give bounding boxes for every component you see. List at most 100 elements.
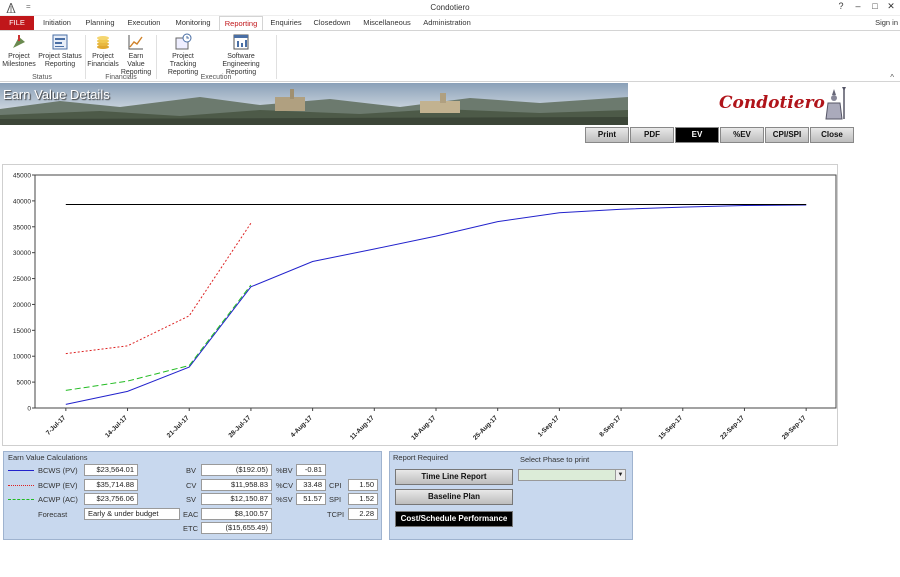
- pct-sv-label: %SV: [276, 495, 293, 504]
- ribbon-label: Earn Value: [127, 53, 145, 68]
- help-button[interactable]: ?: [838, 1, 844, 11]
- software-report-icon: [233, 34, 249, 50]
- tcpi-label: TCPI: [327, 510, 345, 519]
- ev-button[interactable]: EV: [675, 127, 719, 143]
- x-tick-label: 8-Sep-17: [598, 414, 622, 438]
- knight-logo-icon: [825, 87, 846, 120]
- chevron-down-icon[interactable]: ▼: [615, 470, 625, 480]
- x-tick-label: 11-Aug-17: [349, 414, 376, 441]
- tab-file[interactable]: FILE: [0, 16, 34, 30]
- ribbon-label: Reporting: [44, 61, 76, 68]
- series-line-ev: [65, 222, 252, 355]
- tab-miscellaneous[interactable]: Miscellaneous: [363, 18, 411, 27]
- sv-value: $12,150.87: [201, 493, 272, 505]
- eac-label: EAC: [183, 510, 199, 519]
- bv-label: BV: [186, 466, 197, 475]
- ribbon-label: Reporting: [167, 69, 199, 76]
- x-tick-label: 14-Jul-17: [104, 414, 129, 439]
- group-separator: [156, 35, 157, 79]
- cpi-spi-button[interactable]: CPI/SPI: [765, 127, 809, 143]
- project-status-reporting-button[interactable]: Project Status Reporting: [38, 33, 82, 69]
- y-tick-label: 30000: [13, 250, 31, 257]
- cv-value: $11,958.83: [201, 479, 272, 491]
- pct-cv-label: %CV: [276, 481, 294, 490]
- project-tracking-reporting-button[interactable]: Project Tracking Reporting: [158, 33, 208, 77]
- tab-execution[interactable]: Execution: [127, 18, 161, 27]
- tracking-icon: [175, 33, 192, 50]
- ac-value: $23,756.06: [84, 493, 138, 505]
- status-report-icon: [52, 34, 68, 50]
- tab-initiation[interactable]: Initiation: [43, 18, 71, 27]
- project-financials-button[interactable]: Project Financials: [87, 33, 119, 69]
- legend-label-ac: ACWP (AC): [38, 495, 78, 504]
- group-label-status: Status: [32, 74, 52, 81]
- percent-ev-button[interactable]: %EV: [720, 127, 764, 143]
- logo-area: Condotiero: [629, 83, 900, 125]
- x-tick-label: 28-Jul-17: [227, 414, 252, 439]
- spi-value: 1.52: [348, 493, 378, 505]
- tab-closedown[interactable]: Closedown: [313, 18, 351, 27]
- tab-administration[interactable]: Administration: [423, 18, 471, 27]
- print-button[interactable]: Print: [585, 127, 629, 143]
- eac-value: $8,100.57: [201, 508, 272, 520]
- time-line-report-button[interactable]: Time Line Report: [395, 469, 513, 485]
- phase-select[interactable]: ▼: [518, 469, 626, 481]
- x-tick-label: 18-Aug-17: [410, 414, 437, 441]
- y-tick-label: 0: [27, 406, 31, 413]
- ev-chart-svg: 0 5000 10000 15000 20000 25000 30000 35000 40000…: [13, 173, 837, 442]
- tab-planning[interactable]: Planning: [85, 18, 115, 27]
- x-tick-label: 1-Sep-17: [537, 414, 561, 438]
- plot-frame: [34, 174, 837, 409]
- maximize-button[interactable]: □: [872, 1, 878, 11]
- collapse-ribbon-icon[interactable]: ^: [890, 73, 894, 82]
- ribbon-label: Project Tracking: [169, 53, 197, 68]
- ribbon-label: Project Status: [38, 53, 82, 60]
- y-tick-label: 15000: [13, 328, 31, 335]
- series-line-pv: [65, 204, 807, 405]
- y-tick-label: 45000: [13, 173, 31, 180]
- milestone-icon: [13, 35, 25, 48]
- x-tick-label: 7-Jul-17: [45, 414, 68, 437]
- minimize-button[interactable]: –: [855, 1, 861, 11]
- close-window-button[interactable]: ✕: [887, 1, 895, 11]
- x-tick-label: 15-Sep-17: [658, 414, 685, 441]
- y-tick-label: 5000: [17, 380, 32, 387]
- ribbon-label: Milestones: [2, 61, 36, 68]
- ribbon-label: Financials: [87, 61, 119, 68]
- ev-value: $35,714.88: [84, 479, 138, 491]
- coins-icon: [97, 36, 109, 49]
- group-separator: [276, 35, 277, 79]
- phase-label: Select Phase to print: [520, 455, 590, 464]
- pdf-button[interactable]: PDF: [630, 127, 674, 143]
- sign-in-link[interactable]: Sign in: [875, 18, 898, 27]
- ribbon-tabs: FILE Initiation Planning Execution Monit…: [0, 16, 900, 30]
- cpi-value: 1.50: [348, 479, 378, 491]
- tab-reporting[interactable]: Reporting: [219, 16, 263, 30]
- tcpi-value: 2.28: [348, 508, 378, 520]
- y-tick-label: 25000: [13, 276, 31, 283]
- legend-line-ev: [8, 485, 34, 486]
- quick-access-icon[interactable]: =: [26, 2, 31, 11]
- cost-schedule-performance-button[interactable]: Cost/Schedule Performance: [395, 511, 513, 527]
- close-button[interactable]: Close: [810, 127, 854, 143]
- report-panel: Report Required Select Phase to print Ti…: [389, 451, 633, 540]
- legend-label-pv: BCWS (PV): [38, 466, 78, 475]
- series-line-ac: [65, 284, 252, 391]
- y-tick-label: 35000: [13, 224, 31, 231]
- pct-sv-value: 51.57: [296, 493, 326, 505]
- project-milestones-button[interactable]: Project Milestones: [2, 33, 36, 69]
- forecast-value: Early & under budget: [84, 508, 180, 520]
- ribbon-label: Project: [92, 53, 114, 60]
- software-engineering-reporting-button[interactable]: Software Engineering Reporting: [208, 33, 274, 77]
- baseline-plan-button[interactable]: Baseline Plan: [395, 489, 513, 505]
- pct-cv-value: 33.48: [296, 479, 326, 491]
- etc-label: ETC: [183, 524, 198, 533]
- tab-monitoring[interactable]: Monitoring: [175, 18, 211, 27]
- tab-enquiries[interactable]: Enquiries: [270, 18, 302, 27]
- legend-line-ac: [8, 499, 34, 500]
- page-title: Earn Value Details: [3, 87, 110, 102]
- earn-value-reporting-button[interactable]: Earn Value Reporting: [119, 33, 153, 77]
- y-tick-label: 10000: [13, 354, 31, 361]
- title-bar: = Condotiero ? – □ ✕: [0, 0, 900, 16]
- sv-label: SV: [186, 495, 197, 504]
